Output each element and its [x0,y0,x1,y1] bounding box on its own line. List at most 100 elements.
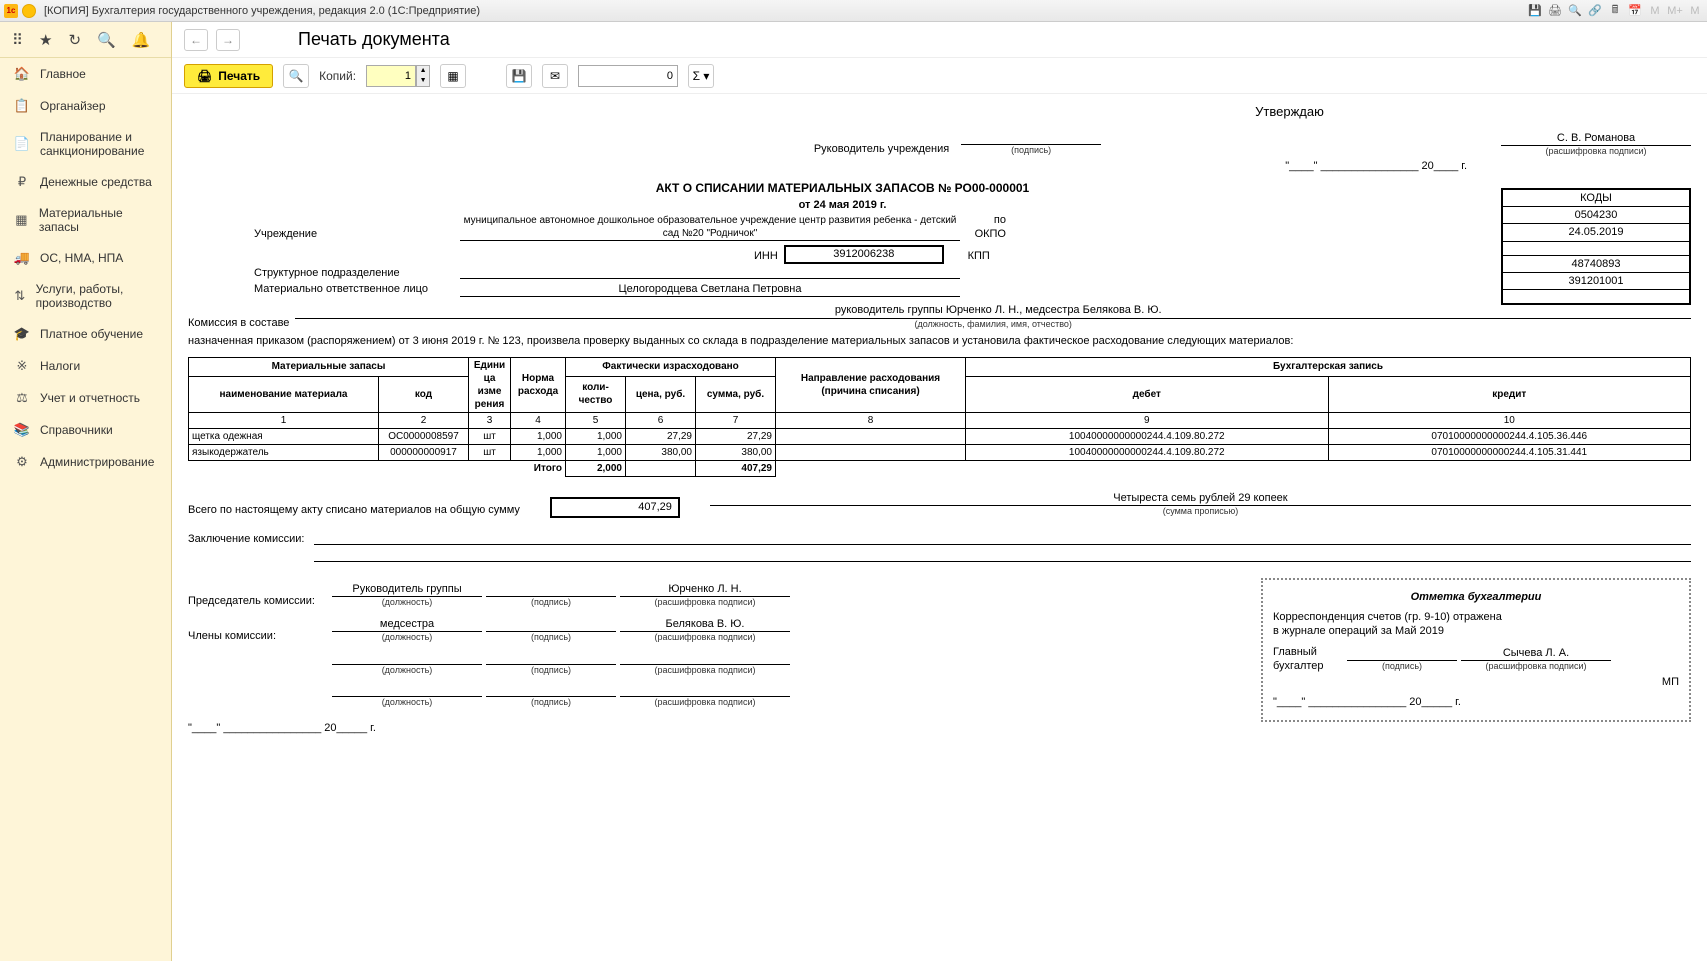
mail-button[interactable]: ✉ [542,64,568,88]
window-title: [КОПИЯ] Бухгалтерия государственного учр… [44,5,480,17]
disk-button[interactable]: 💾 [506,64,532,88]
mol-name: Целогородцева Светлана Петровна [460,282,960,297]
sidebar-item-7[interactable]: 🎓Платное обучение [0,318,171,350]
mplus-icon[interactable]: M+ [1667,3,1683,19]
sig-note: (подпись) [961,145,1101,157]
sigma-button[interactable]: Σ ▾ [688,64,714,88]
commission-names: руководитель группы Юрченко Л. Н., медсе… [295,303,1691,318]
commission-note: (должность, фамилия, имя, отчество) [295,319,1691,331]
sidebar-item-3[interactable]: ₽ Денежные средства [0,166,171,198]
sidebar-icon: ▦ [14,212,29,228]
sidebar-item-0[interactable]: 🏠Главное [0,58,171,90]
sidebar-label: Денежные средства [40,175,152,189]
sidebar-item-9[interactable]: ⚖ Учет и отчетность [0,382,171,414]
sidebar-icon: 📚 [14,422,30,438]
spin-down[interactable]: ▼ [417,76,429,86]
sidebar-icon: 🏠 [14,66,30,82]
code-kpp: 391201001 [1502,273,1690,290]
act-title: АКТ О СПИСАНИИ МАТЕРИАЛЬНЫХ ЗАПАСОВ № РО… [188,181,1497,197]
forward-button[interactable]: → [216,29,240,51]
dept-label: Структурное подразделение [254,266,454,280]
sidebar-item-10[interactable]: 📚 Справочники [0,414,171,446]
sidebar-item-2[interactable]: 📄 Планирование и санкционирование [0,122,171,166]
inn-value: 3912006238 [784,245,944,263]
table-row: языкодержатель000000000917шт1,0001,00038… [189,444,1691,460]
sidebar-label: Услуги, работы, производство [36,282,157,310]
title-bar: 1c [КОПИЯ] Бухгалтерия государственного … [0,0,1707,22]
zoom-button[interactable]: 🔍 [283,64,309,88]
sidebar-icon: ⚖ [14,390,30,406]
total-text: Всего по настоящему акту списано материа… [188,503,520,517]
sidebar-label: Учет и отчетность [40,391,140,405]
sidebar-item-8[interactable]: ※ Налоги [0,350,171,382]
sidebar-icon: ⚙ [14,454,30,470]
approve-label: Утверждаю [888,104,1691,121]
mol-label: Материально ответственное лицо [254,282,454,297]
sidebar-item-5[interactable]: 🚚ОС, НМА, НПА [0,242,171,274]
accounting-box: Отметка бухгалтерии Корреспонденция счет… [1261,578,1691,722]
star-icon[interactable]: ★ [39,31,52,49]
sidebar-icon: 📄 [14,136,30,152]
head-name: С. В. Романова [1501,131,1691,146]
sidebar-label: Материальные запасы [39,206,157,234]
print-label: Печать [218,69,260,83]
grid-button[interactable]: ▦ [440,64,466,88]
order-text: назначенная приказом (распоряжением) от … [188,334,1691,348]
sidebar-icon: 🎓 [14,326,30,342]
spin-up[interactable]: ▲ [417,66,429,76]
history-icon[interactable]: ↻ [68,31,81,49]
document: Утверждаю Руководитель учреждения (подпи… [188,104,1691,735]
sidebar-label: Справочники [40,423,113,437]
sidebar-label: Планирование и санкционирование [40,130,157,158]
printer-icon: 🖨 [197,69,212,83]
sidebar-icon: ⇅ [14,288,26,304]
sidebar-item-6[interactable]: ⇅ Услуги, работы, производство [0,274,171,318]
okpo-label: по ОКПО [966,213,1006,242]
sidebar: ⠿ ★ ↻ 🔍 🔔 🏠Главное📋Органайзер 📄 Планирован… [0,22,172,961]
sidebar-item-4[interactable]: ▦ Материальные запасы [0,198,171,242]
sidebar-icon: ₽ [14,174,30,190]
inn-label: ИНН [754,249,778,263]
code-okpo: 48740893 [1502,255,1690,272]
sum-input[interactable] [578,65,678,87]
code-date: 24.05.2019 [1502,224,1690,241]
total-words: Четыреста семь рублей 29 копеек [710,491,1691,506]
app-icon: 1c [4,4,18,18]
apps-icon[interactable]: ⠿ [12,31,23,49]
bell-icon[interactable]: 🔔 [132,31,151,49]
sidebar-label: Налоги [40,359,80,373]
back-button[interactable]: ← [184,29,208,51]
org-label: Учреждение [254,227,454,241]
sidebar-icon: 🚚 [14,250,30,266]
preview-icon[interactable]: 🔍 [1567,3,1583,19]
chairman-label: Председатель комиссии: [188,594,328,608]
sidebar-item-11[interactable]: ⚙ Администрирование [0,446,171,478]
materials-table: Материальные запасы Едини ца изме рения … [188,357,1691,477]
m-icon[interactable]: M [1647,3,1663,19]
copies-input[interactable] [366,65,416,87]
sidebar-item-1[interactable]: 📋Органайзер [0,90,171,122]
sidebar-label: Органайзер [40,99,106,113]
org-name: муниципальное автономное дошкольное обра… [460,214,960,241]
members-label: Члены комиссии: [188,629,328,643]
date-blank: "____" ________________ 20_____ г. [188,721,1241,735]
print-icon[interactable]: 🖨 [1547,3,1563,19]
commission-label: Комиссия в составе [188,316,289,330]
link-icon[interactable]: 🔗 [1587,3,1603,19]
sidebar-label: Администрирование [40,455,154,469]
page-title: Печать документа [298,29,450,50]
head-label: Руководитель учреждения [814,142,949,156]
print-main-button[interactable]: 🖨 Печать [184,64,273,88]
sidebar-icon: ※ [14,358,30,374]
code-okud: 0504230 [1502,207,1690,224]
save-icon[interactable]: 💾 [1527,3,1543,19]
mminus-icon[interactable]: M [1687,3,1703,19]
table-row: щетка одежнаяОС0000008597шт1,0001,00027,… [189,428,1691,444]
act-date: от 24 мая 2019 г. [188,198,1497,212]
dropdown-icon[interactable] [22,4,36,18]
calc-icon[interactable]: 🖩 [1607,3,1623,19]
search-icon[interactable]: 🔍 [97,31,116,49]
calendar-icon[interactable]: 📅 [1627,3,1643,19]
copies-label: Копий: [319,69,356,83]
codes-header: КОДЫ [1502,189,1690,207]
